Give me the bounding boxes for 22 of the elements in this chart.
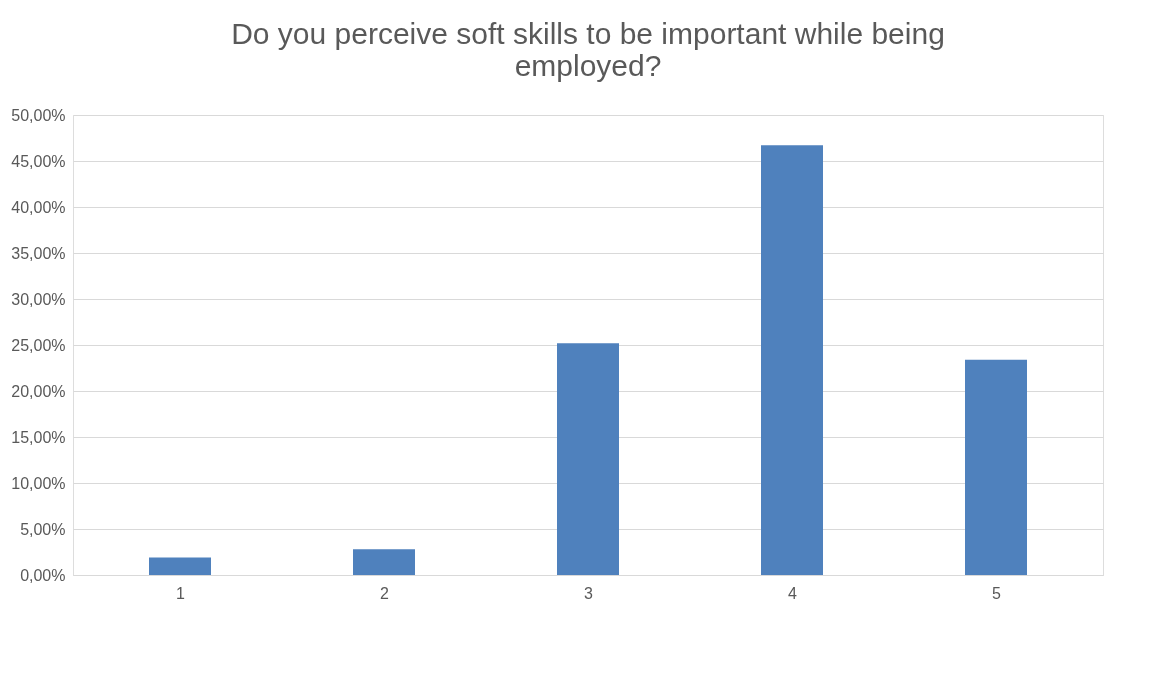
y-tick-label: 45,00% xyxy=(11,152,66,170)
y-tick-label: 50,00% xyxy=(11,106,66,124)
x-tick-label: 2 xyxy=(380,584,390,602)
x-tick-label: 5 xyxy=(992,584,1002,602)
y-tick-label: 40,00% xyxy=(11,198,66,216)
x-tick-label: 1 xyxy=(176,584,186,602)
bar xyxy=(353,549,415,575)
chart-title: Do you perceive soft skills to be important while being employed? xyxy=(231,17,945,82)
x-tick-label: 3 xyxy=(584,584,594,602)
y-tick-label: 25,00% xyxy=(11,336,66,354)
y-tick-label: 15,00% xyxy=(11,428,66,446)
y-tick-label: 10,00% xyxy=(11,474,66,492)
bar xyxy=(965,359,1027,575)
x-tick-label: 4 xyxy=(788,584,798,602)
bar xyxy=(149,557,211,575)
y-tick-label: 5,00% xyxy=(20,520,66,538)
bar xyxy=(761,145,823,575)
y-tick-label: 20,00% xyxy=(11,382,66,400)
y-tick-label: 30,00% xyxy=(11,290,66,308)
y-tick-label: 35,00% xyxy=(11,244,66,262)
bar xyxy=(557,343,619,575)
y-tick-label: 0,00% xyxy=(20,566,66,584)
